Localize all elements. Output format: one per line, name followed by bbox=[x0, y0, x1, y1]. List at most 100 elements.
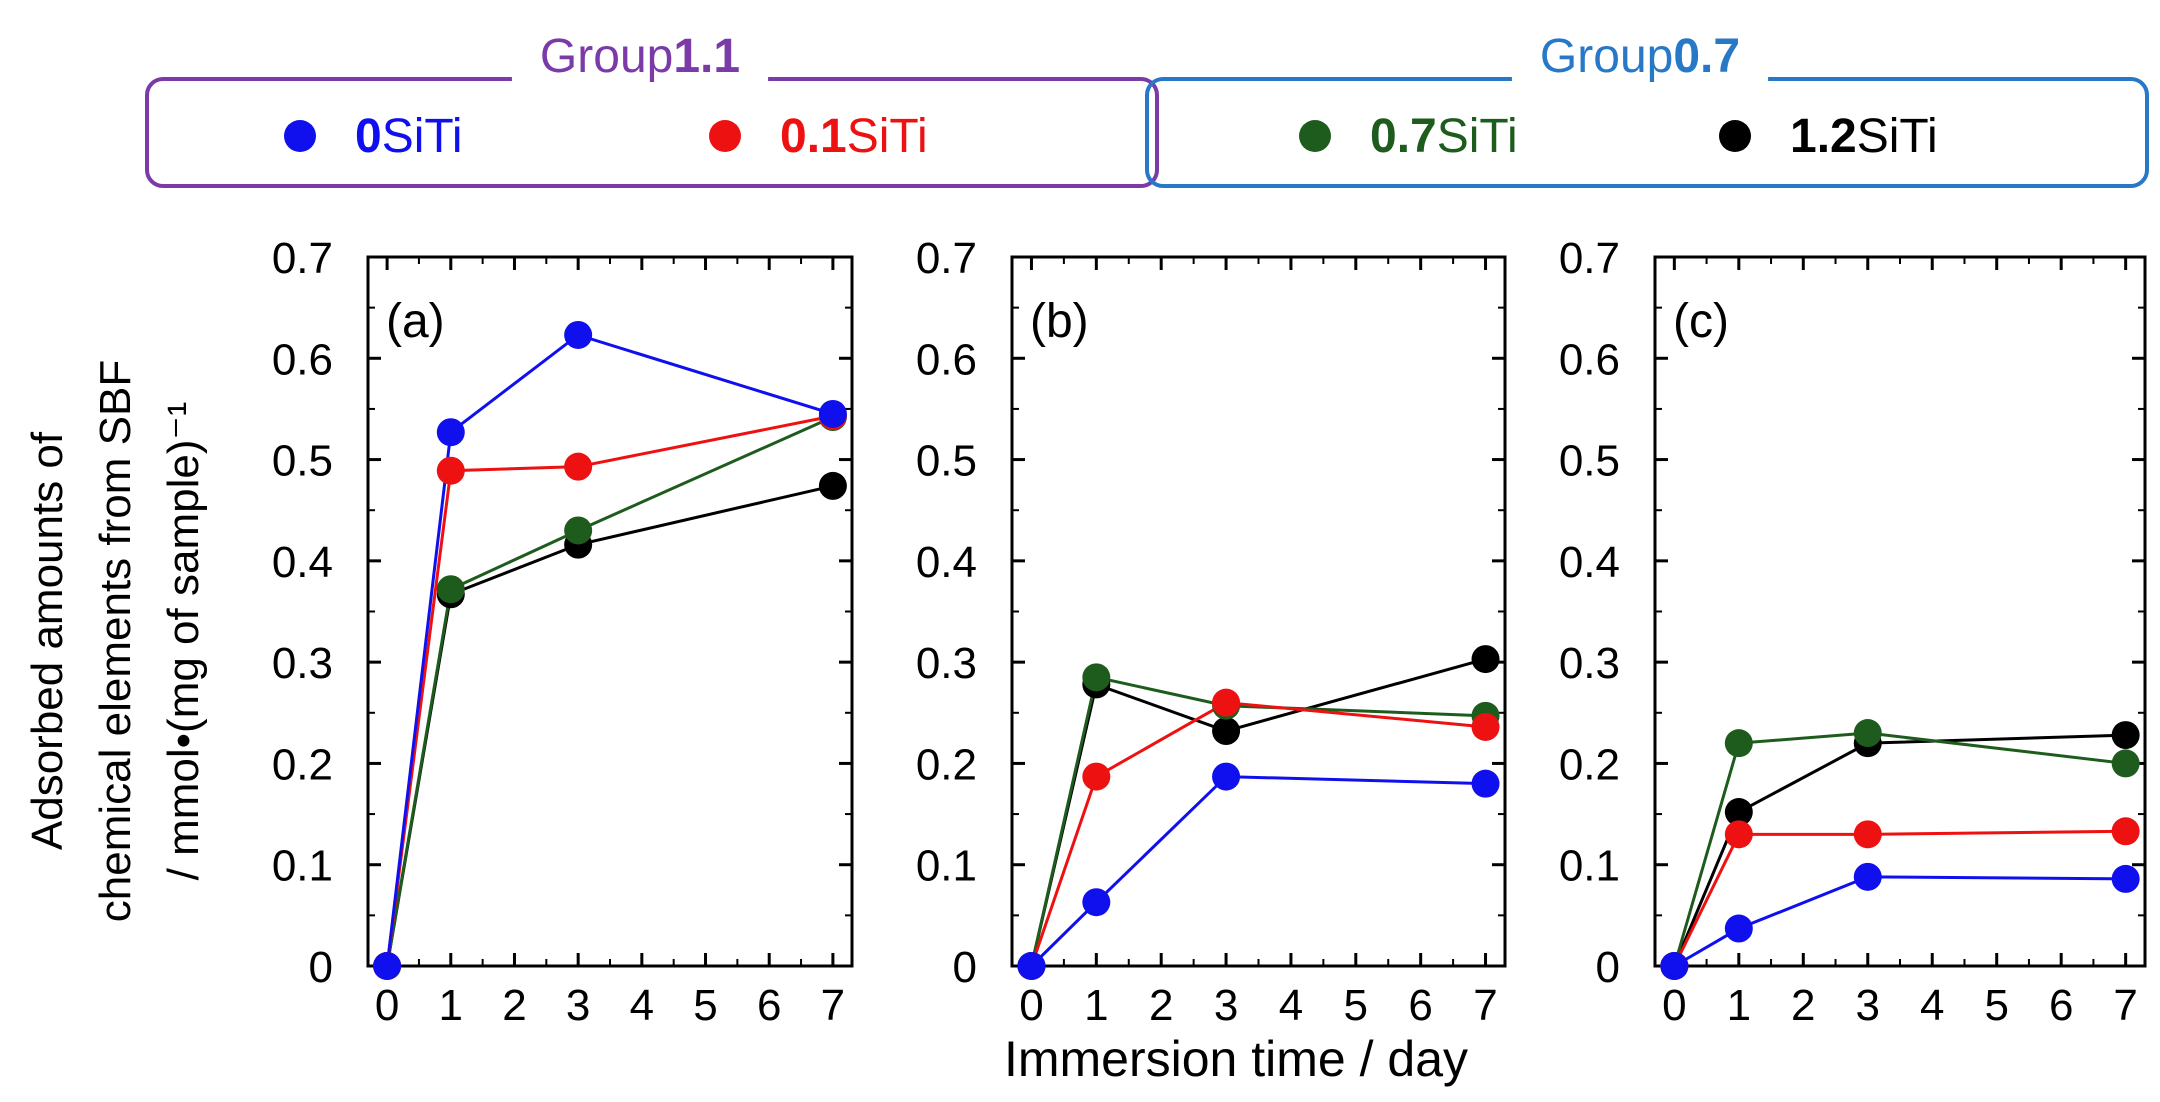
panel-label: (b) bbox=[1030, 295, 1089, 348]
y-tick-label: 0.1 bbox=[272, 842, 333, 891]
y-tick-label: 0.6 bbox=[916, 335, 977, 384]
series-line-1.2SiTi bbox=[385, 484, 834, 967]
x-tick-label: 7 bbox=[2113, 981, 2137, 1030]
x-tick-label: 6 bbox=[757, 981, 781, 1030]
y-tick-label: 0.2 bbox=[1559, 740, 1620, 789]
legend-marker-0.7SiTi bbox=[1299, 120, 1331, 152]
panel-c: 00.10.20.30.40.50.60.70 1 2 3 4 5 6 7(c) bbox=[1559, 234, 2147, 1030]
data-point-0SiTi bbox=[2111, 864, 2140, 893]
data-point-0.7SiTi bbox=[564, 516, 593, 545]
legend-group-title-prefix: Group bbox=[1540, 30, 1673, 83]
y-tick-label: 0.5 bbox=[1559, 437, 1620, 486]
x-axis-label: Immersion time / day bbox=[1004, 1031, 1468, 1087]
y-axis-label: Adsorbed amounts of chemical elements fr… bbox=[23, 360, 208, 922]
y-tick-label: 0 bbox=[1596, 943, 1620, 992]
x-tick-label: 2 bbox=[1149, 981, 1173, 1030]
y-tick-label: 0.4 bbox=[1559, 538, 1620, 587]
x-tick-label: 0 bbox=[375, 981, 399, 1030]
x-tick-label: 3 bbox=[566, 981, 590, 1030]
y-tick-label: 0 bbox=[953, 943, 977, 992]
data-point-1.2SiTi bbox=[1471, 645, 1500, 674]
legend-label-rest: SiTi bbox=[1857, 110, 1938, 163]
plot-frame bbox=[1653, 255, 2147, 968]
panel-label: (c) bbox=[1673, 295, 1729, 348]
plot-frame bbox=[1010, 255, 1507, 968]
x-tick-label: 0 bbox=[1019, 981, 1043, 1030]
panel-label: (a) bbox=[386, 295, 445, 348]
data-point-1.2SiTi bbox=[1212, 717, 1241, 746]
series-line-0SiTi bbox=[1030, 775, 1486, 968]
data-point-0SiTi bbox=[564, 320, 593, 349]
panel-b: 00.10.20.30.40.50.60.70 1 2 3 4 5 6 7(b) bbox=[916, 234, 1507, 1030]
y-tick-label: 0.6 bbox=[272, 335, 333, 384]
legend-entry-0.7SiTi: 0.7SiTi bbox=[1299, 110, 1518, 163]
y-tick-label: 0.1 bbox=[1559, 842, 1620, 891]
data-point-0SiTi bbox=[373, 952, 402, 980]
y-tick-label: 0.7 bbox=[272, 234, 333, 283]
x-tick-label: 3 bbox=[1214, 981, 1238, 1030]
legend-label-rest: SiTi bbox=[1437, 110, 1518, 163]
data-point-0.1SiTi bbox=[1853, 820, 1882, 849]
y-tick-label: 0.3 bbox=[916, 639, 977, 688]
plot-frame bbox=[366, 255, 854, 968]
legend-label-1.2SiTi: 1.2SiTi bbox=[1790, 110, 1938, 163]
y-tick-label: 0.7 bbox=[1559, 234, 1620, 283]
series-line-0.1SiTi bbox=[1030, 701, 1486, 967]
series-line-0.7SiTi bbox=[1672, 731, 2126, 967]
series-line-0.1SiTi bbox=[385, 414, 834, 967]
data-point-0.1SiTi bbox=[1724, 820, 1753, 849]
legend-group-2: Group0.70.7SiTi 1.2SiTi bbox=[1145, 30, 2149, 188]
data-point-1.2SiTi bbox=[1724, 798, 1753, 827]
x-tick-label: 1 bbox=[1727, 981, 1751, 1030]
legend-label-0SiTi: 0SiTi bbox=[355, 110, 463, 163]
legend-label-bold: 0.1 bbox=[780, 110, 847, 163]
data-point-0.1SiTi bbox=[1212, 688, 1241, 717]
data-point-0.1SiTi bbox=[1082, 762, 1111, 791]
legend-box bbox=[1145, 77, 2149, 188]
y-tick-label: 0.7 bbox=[916, 234, 977, 283]
x-tick-label: 7 bbox=[821, 981, 845, 1030]
legend-label-rest: SiTi bbox=[847, 110, 928, 163]
data-point-0SiTi bbox=[1212, 762, 1241, 791]
x-tick-label: 2 bbox=[502, 981, 526, 1030]
data-point-0SiTi bbox=[1017, 952, 1046, 980]
y-axis-label-line1: Adsorbed amounts of bbox=[23, 431, 72, 850]
data-point-0.7SiTi bbox=[1724, 729, 1753, 758]
x-tick-label: 3 bbox=[1856, 981, 1880, 1030]
x-tick-label: 7 bbox=[1473, 981, 1497, 1030]
legend-group-title-value: 1.1 bbox=[673, 30, 740, 83]
data-point-0SiTi bbox=[1660, 952, 1689, 980]
legend-entry-1.2SiTi: 1.2SiTi bbox=[1719, 110, 1938, 163]
legend-label-rest: SiTi bbox=[382, 110, 463, 163]
legend-entry-0.1SiTi: 0.1SiTi bbox=[709, 110, 928, 163]
series-line-0.7SiTi bbox=[385, 415, 834, 967]
legend-marker-0SiTi bbox=[284, 120, 316, 152]
legend-title-gap bbox=[511, 73, 769, 85]
y-tick-label: 0.6 bbox=[1559, 335, 1620, 384]
y-tick-label: 0.4 bbox=[272, 538, 333, 587]
legend-label-bold: 1.2 bbox=[1790, 110, 1857, 163]
legend-group-title-value: 0.7 bbox=[1673, 30, 1740, 83]
data-point-0SiTi bbox=[1724, 914, 1753, 943]
x-tick-label: 4 bbox=[1279, 981, 1303, 1030]
legend-label-0.7SiTi: 0.7SiTi bbox=[1370, 110, 1518, 163]
data-point-0.7SiTi bbox=[436, 575, 465, 604]
y-tick-label: 0.5 bbox=[916, 437, 977, 486]
y-axis-label-line2: chemical elements from SBF bbox=[91, 360, 140, 922]
data-point-0.7SiTi bbox=[2111, 749, 2140, 778]
y-tick-label: 0.4 bbox=[916, 538, 977, 587]
series-line-0SiTi bbox=[1673, 875, 2126, 968]
data-point-0.1SiTi bbox=[436, 456, 465, 485]
data-point-0SiTi bbox=[1082, 888, 1111, 917]
series-line-1.2SiTi bbox=[1672, 733, 2126, 967]
x-tick-label: 4 bbox=[630, 981, 654, 1030]
x-tick-label: 5 bbox=[693, 981, 717, 1030]
x-tick-label: 6 bbox=[2049, 981, 2073, 1030]
data-point-0SiTi bbox=[436, 418, 465, 447]
y-tick-label: 0.3 bbox=[1559, 639, 1620, 688]
legend-group-title: Group0.7 bbox=[1540, 30, 1740, 83]
legend-group-title: Group1.1 bbox=[540, 30, 740, 83]
legend-label-bold: 0.7 bbox=[1370, 110, 1437, 163]
